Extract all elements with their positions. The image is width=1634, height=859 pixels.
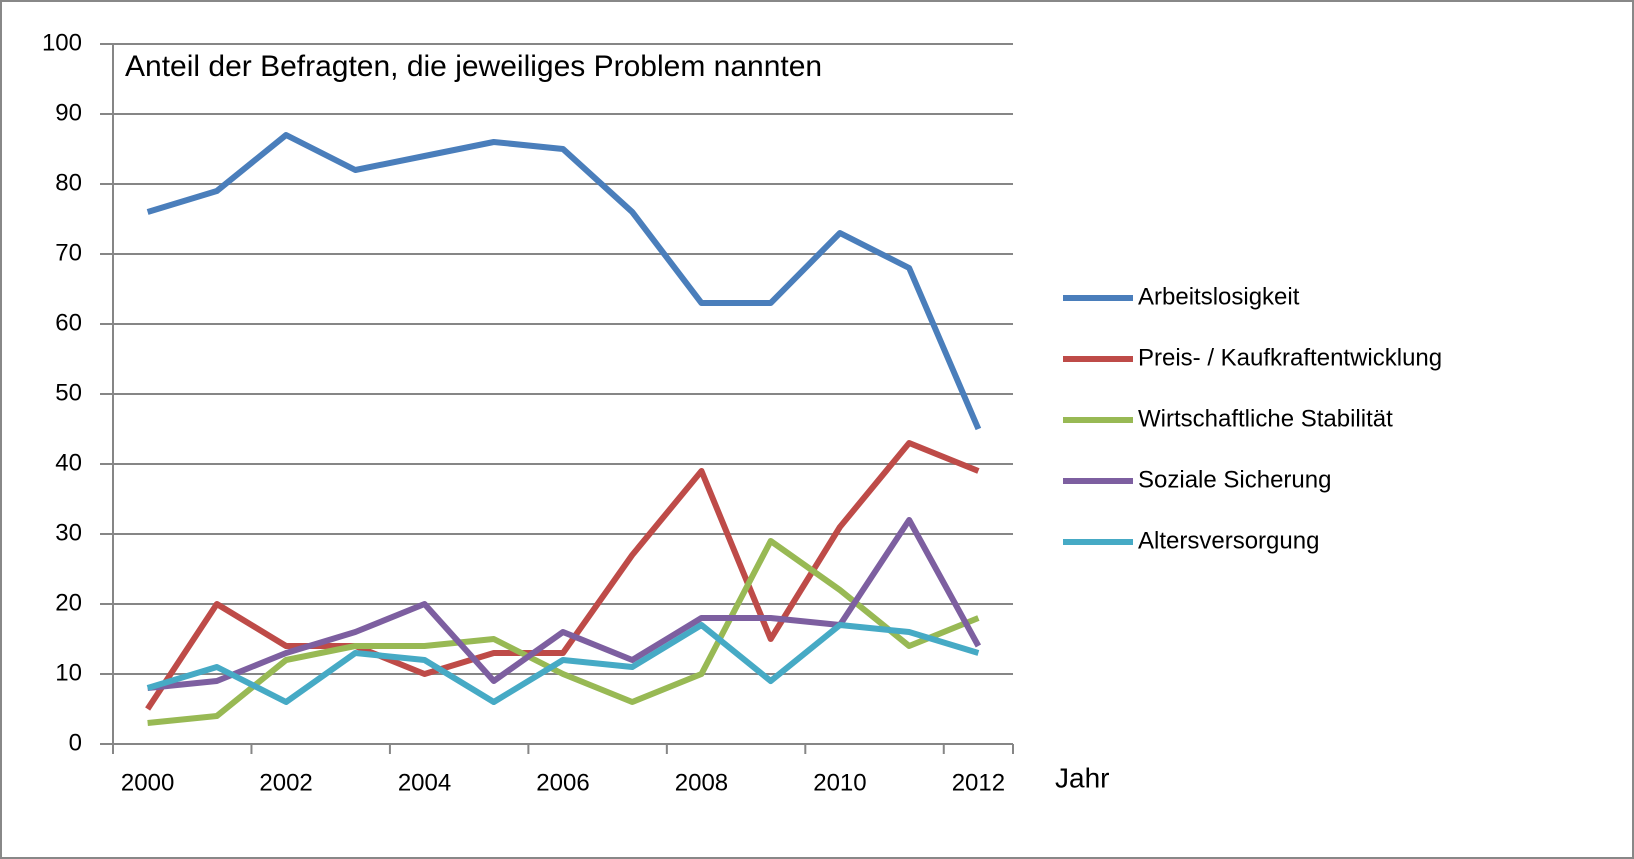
y-tick-label: 40 — [55, 449, 82, 476]
series-line — [146, 622, 980, 705]
legend-label: Preis- / Kaufkraftentwicklung — [1138, 344, 1442, 371]
x-tick-label: 2000 — [121, 769, 174, 796]
series-line — [145, 440, 980, 711]
legend-label: Soziale Sicherung — [1138, 466, 1331, 493]
y-tick-label: 30 — [55, 519, 82, 546]
x-axis-label: Jahr — [1055, 762, 1109, 793]
y-tick-label: 80 — [55, 169, 82, 196]
series-line — [147, 538, 980, 726]
x-tick-label: 2012 — [952, 769, 1005, 796]
x-tick-label: 2010 — [813, 769, 866, 796]
legend-label: Arbeitslosigkeit — [1138, 283, 1300, 310]
y-tick-label: 90 — [55, 99, 82, 126]
chart-title: Anteil der Befragten, die jeweiliges Pro… — [125, 50, 822, 83]
y-tick-label: 60 — [55, 309, 82, 336]
y-tick-label: 50 — [55, 379, 82, 406]
y-tick-label: 10 — [55, 659, 82, 686]
x-tick-label: 2008 — [675, 769, 728, 796]
x-tick-label: 2002 — [259, 769, 312, 796]
y-tick-label: 100 — [42, 29, 82, 56]
y-tick-label: 20 — [55, 589, 82, 616]
x-tick-label: 2004 — [398, 769, 451, 796]
x-tick-label: 2006 — [536, 769, 589, 796]
legend-label: Altersversorgung — [1138, 527, 1319, 554]
y-tick-label: 0 — [69, 729, 82, 756]
legend-label: Wirtschaftliche Stabilität — [1138, 405, 1393, 432]
y-tick-label: 70 — [55, 239, 82, 266]
series-line — [146, 132, 982, 431]
